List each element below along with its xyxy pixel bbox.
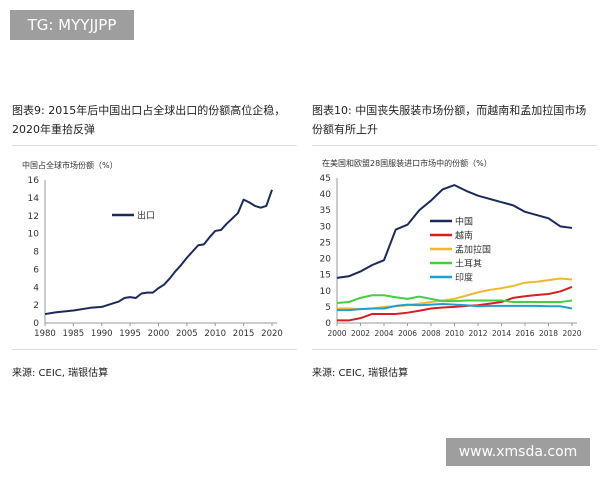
x-tick-label: 2006: [398, 329, 417, 338]
series-line: [336, 294, 573, 305]
y-tick-label: 16: [28, 176, 40, 186]
legend-label: 印度: [455, 272, 473, 284]
x-tick-label: 1985: [63, 329, 85, 339]
y-axis-label: 在美国和欧盟28国服装进口市场中的份额（%）: [322, 158, 492, 168]
y-tick-label: 8: [33, 248, 39, 258]
y-tick-label: 12: [28, 212, 39, 222]
x-tick-label: 2000: [148, 329, 170, 339]
series-line: [337, 302, 573, 312]
x-tick-label: 1995: [119, 329, 141, 339]
x-tick-label: 2010: [204, 329, 226, 339]
x-tick-label: 2020: [261, 329, 283, 339]
x-tick-label: 2018: [539, 329, 558, 338]
legend-label: 孟加拉国: [455, 244, 491, 256]
y-tick-label: 5: [325, 303, 331, 313]
y-tick-label: 30: [320, 222, 332, 232]
x-tick-label: 2008: [421, 329, 440, 338]
y-tick-label: 2: [33, 301, 39, 311]
x-tick-label: 2010: [445, 329, 464, 338]
divider: [12, 145, 297, 146]
x-tick-label: 2014: [492, 329, 511, 338]
x-tick-label: 2002: [351, 329, 370, 338]
y-tick-label: 40: [320, 190, 332, 200]
y-axis-label: 中国占全球市场份额（%）: [22, 160, 118, 170]
x-tick-label: 2005: [176, 329, 198, 339]
y-tick-label: 10: [28, 230, 40, 240]
legend-label: 中国: [455, 216, 473, 228]
x-tick-label: 2015: [233, 329, 255, 339]
watermark-bottom: www.xmsda.com: [446, 438, 590, 466]
x-tick-label: 2012: [468, 329, 487, 338]
y-tick-label: 14: [28, 194, 40, 204]
watermark-top: TG: MYYJJPP: [10, 10, 134, 40]
x-tick-label: 2020: [562, 329, 581, 338]
left-chart-title: 图表9: 2015年后中国出口占全球出口的份额高位企稳，2020年重拾反弹: [12, 104, 286, 136]
x-tick-label: 2016: [515, 329, 534, 338]
series-line: [44, 189, 273, 316]
divider: [312, 349, 597, 350]
legend-label: 出口: [137, 210, 155, 222]
left-chart: 中国占全球市场份额（%） 0 2 4 6 8 10 12 14 16 1980 1985 1990 199…: [22, 160, 283, 339]
x-tick-label: 2000: [327, 329, 346, 338]
series-line: [336, 184, 573, 279]
left-source: 来源: CEIC, 瑞银估算: [12, 368, 109, 379]
legend-label: 越南: [455, 230, 473, 242]
right-chart-title: 图表10: 中国丧失服装市场份额，而越南和孟加拉国市场份额有所上升: [312, 104, 587, 136]
x-tick-label: 1980: [34, 329, 56, 339]
y-tick-label: 20: [320, 255, 332, 265]
divider: [12, 349, 297, 350]
y-tick-label: 0: [33, 319, 39, 329]
x-tick-label: 1990: [91, 329, 113, 339]
y-tick-label: 10: [320, 287, 332, 297]
y-tick-label: 25: [320, 238, 331, 248]
right-chart: 在美国和欧盟28国服装进口市场中的份额（%） 0 5 10 15 20 25 30 35 40 45…: [320, 158, 582, 338]
y-tick-label: 6: [33, 265, 39, 275]
y-tick-label: 35: [320, 206, 331, 216]
y-tick-label: 15: [320, 271, 331, 281]
x-tick-label: 2004: [374, 329, 393, 338]
legend-label: 土耳其: [455, 258, 482, 270]
right-source: 来源: CEIC, 瑞银估算: [312, 368, 409, 379]
y-tick-label: 45: [320, 174, 331, 184]
y-tick-label: 4: [33, 283, 39, 293]
series-line: [337, 285, 573, 322]
divider: [312, 145, 597, 146]
y-tick-label: 0: [325, 319, 331, 329]
